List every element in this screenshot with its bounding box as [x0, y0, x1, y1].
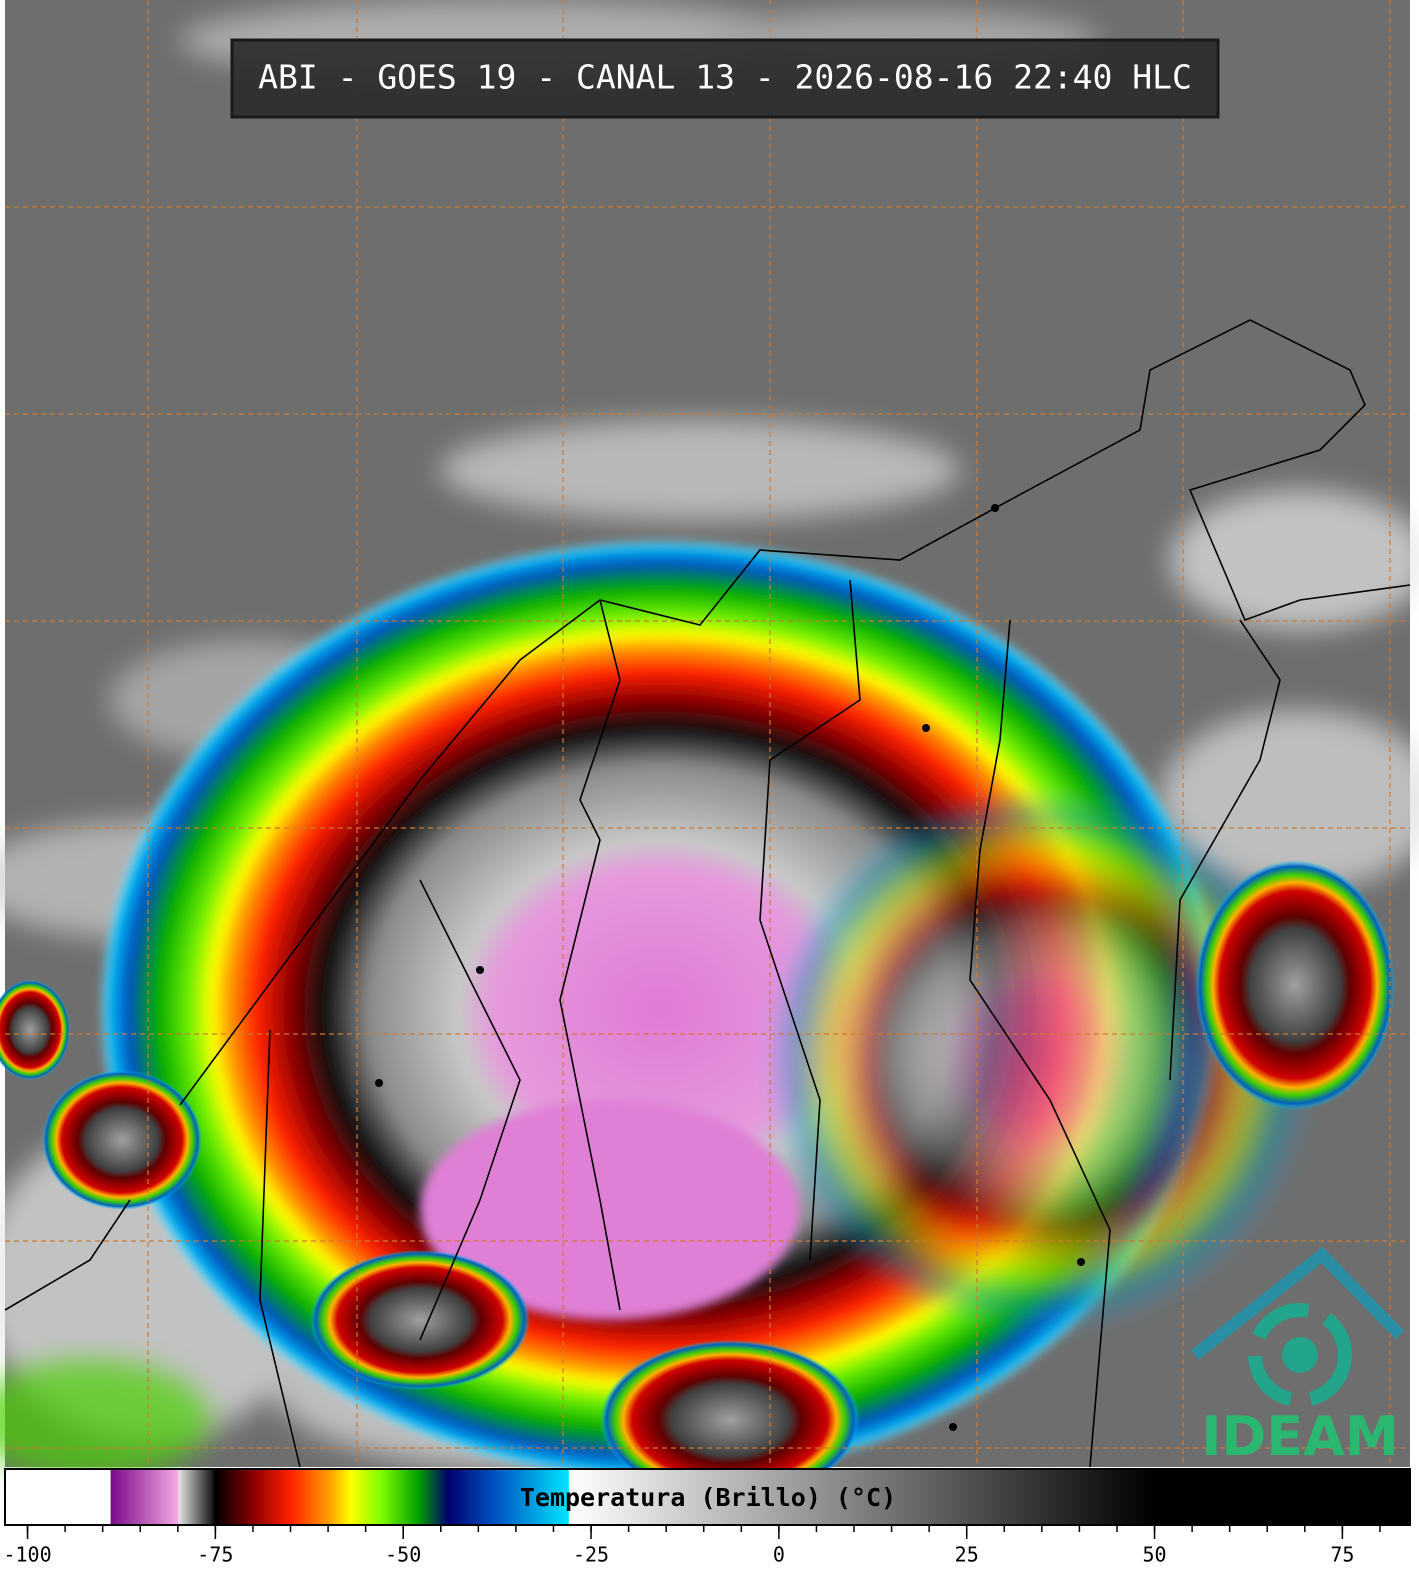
colorbar: Temperatura (Brillo) (°C) -100 -75 -50 -25 0… [3, 1468, 1411, 1567]
grid [5, 0, 1410, 1467]
tick-label: 0 [773, 1543, 785, 1567]
colorbar-rect [4, 1468, 1411, 1526]
tick-label: 75 [1330, 1543, 1354, 1567]
title: ABI - GOES 19 - CANAL 13 - 2026-08-16 22… [258, 58, 1192, 97]
cities [375, 504, 1085, 1431]
boundaries [4, 319, 1411, 1468]
tick-label: -50 [385, 1543, 421, 1567]
tick-label: 50 [1142, 1543, 1166, 1567]
logo: IDEAM [1191, 1246, 1405, 1468]
logo-text: IDEAM [1201, 1405, 1398, 1468]
tick-label: -25 [573, 1543, 609, 1567]
title-box [230, 38, 1220, 119]
tick-label: -100 [3, 1543, 51, 1567]
satellite-image [0, 0, 1419, 1500]
tick-label: 25 [955, 1543, 979, 1567]
tick-label: -75 [197, 1543, 233, 1567]
colorbar-title: Temperatura (Brillo) (°C) [520, 1483, 896, 1512]
